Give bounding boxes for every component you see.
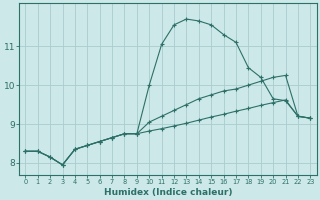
X-axis label: Humidex (Indice chaleur): Humidex (Indice chaleur) <box>104 188 232 197</box>
